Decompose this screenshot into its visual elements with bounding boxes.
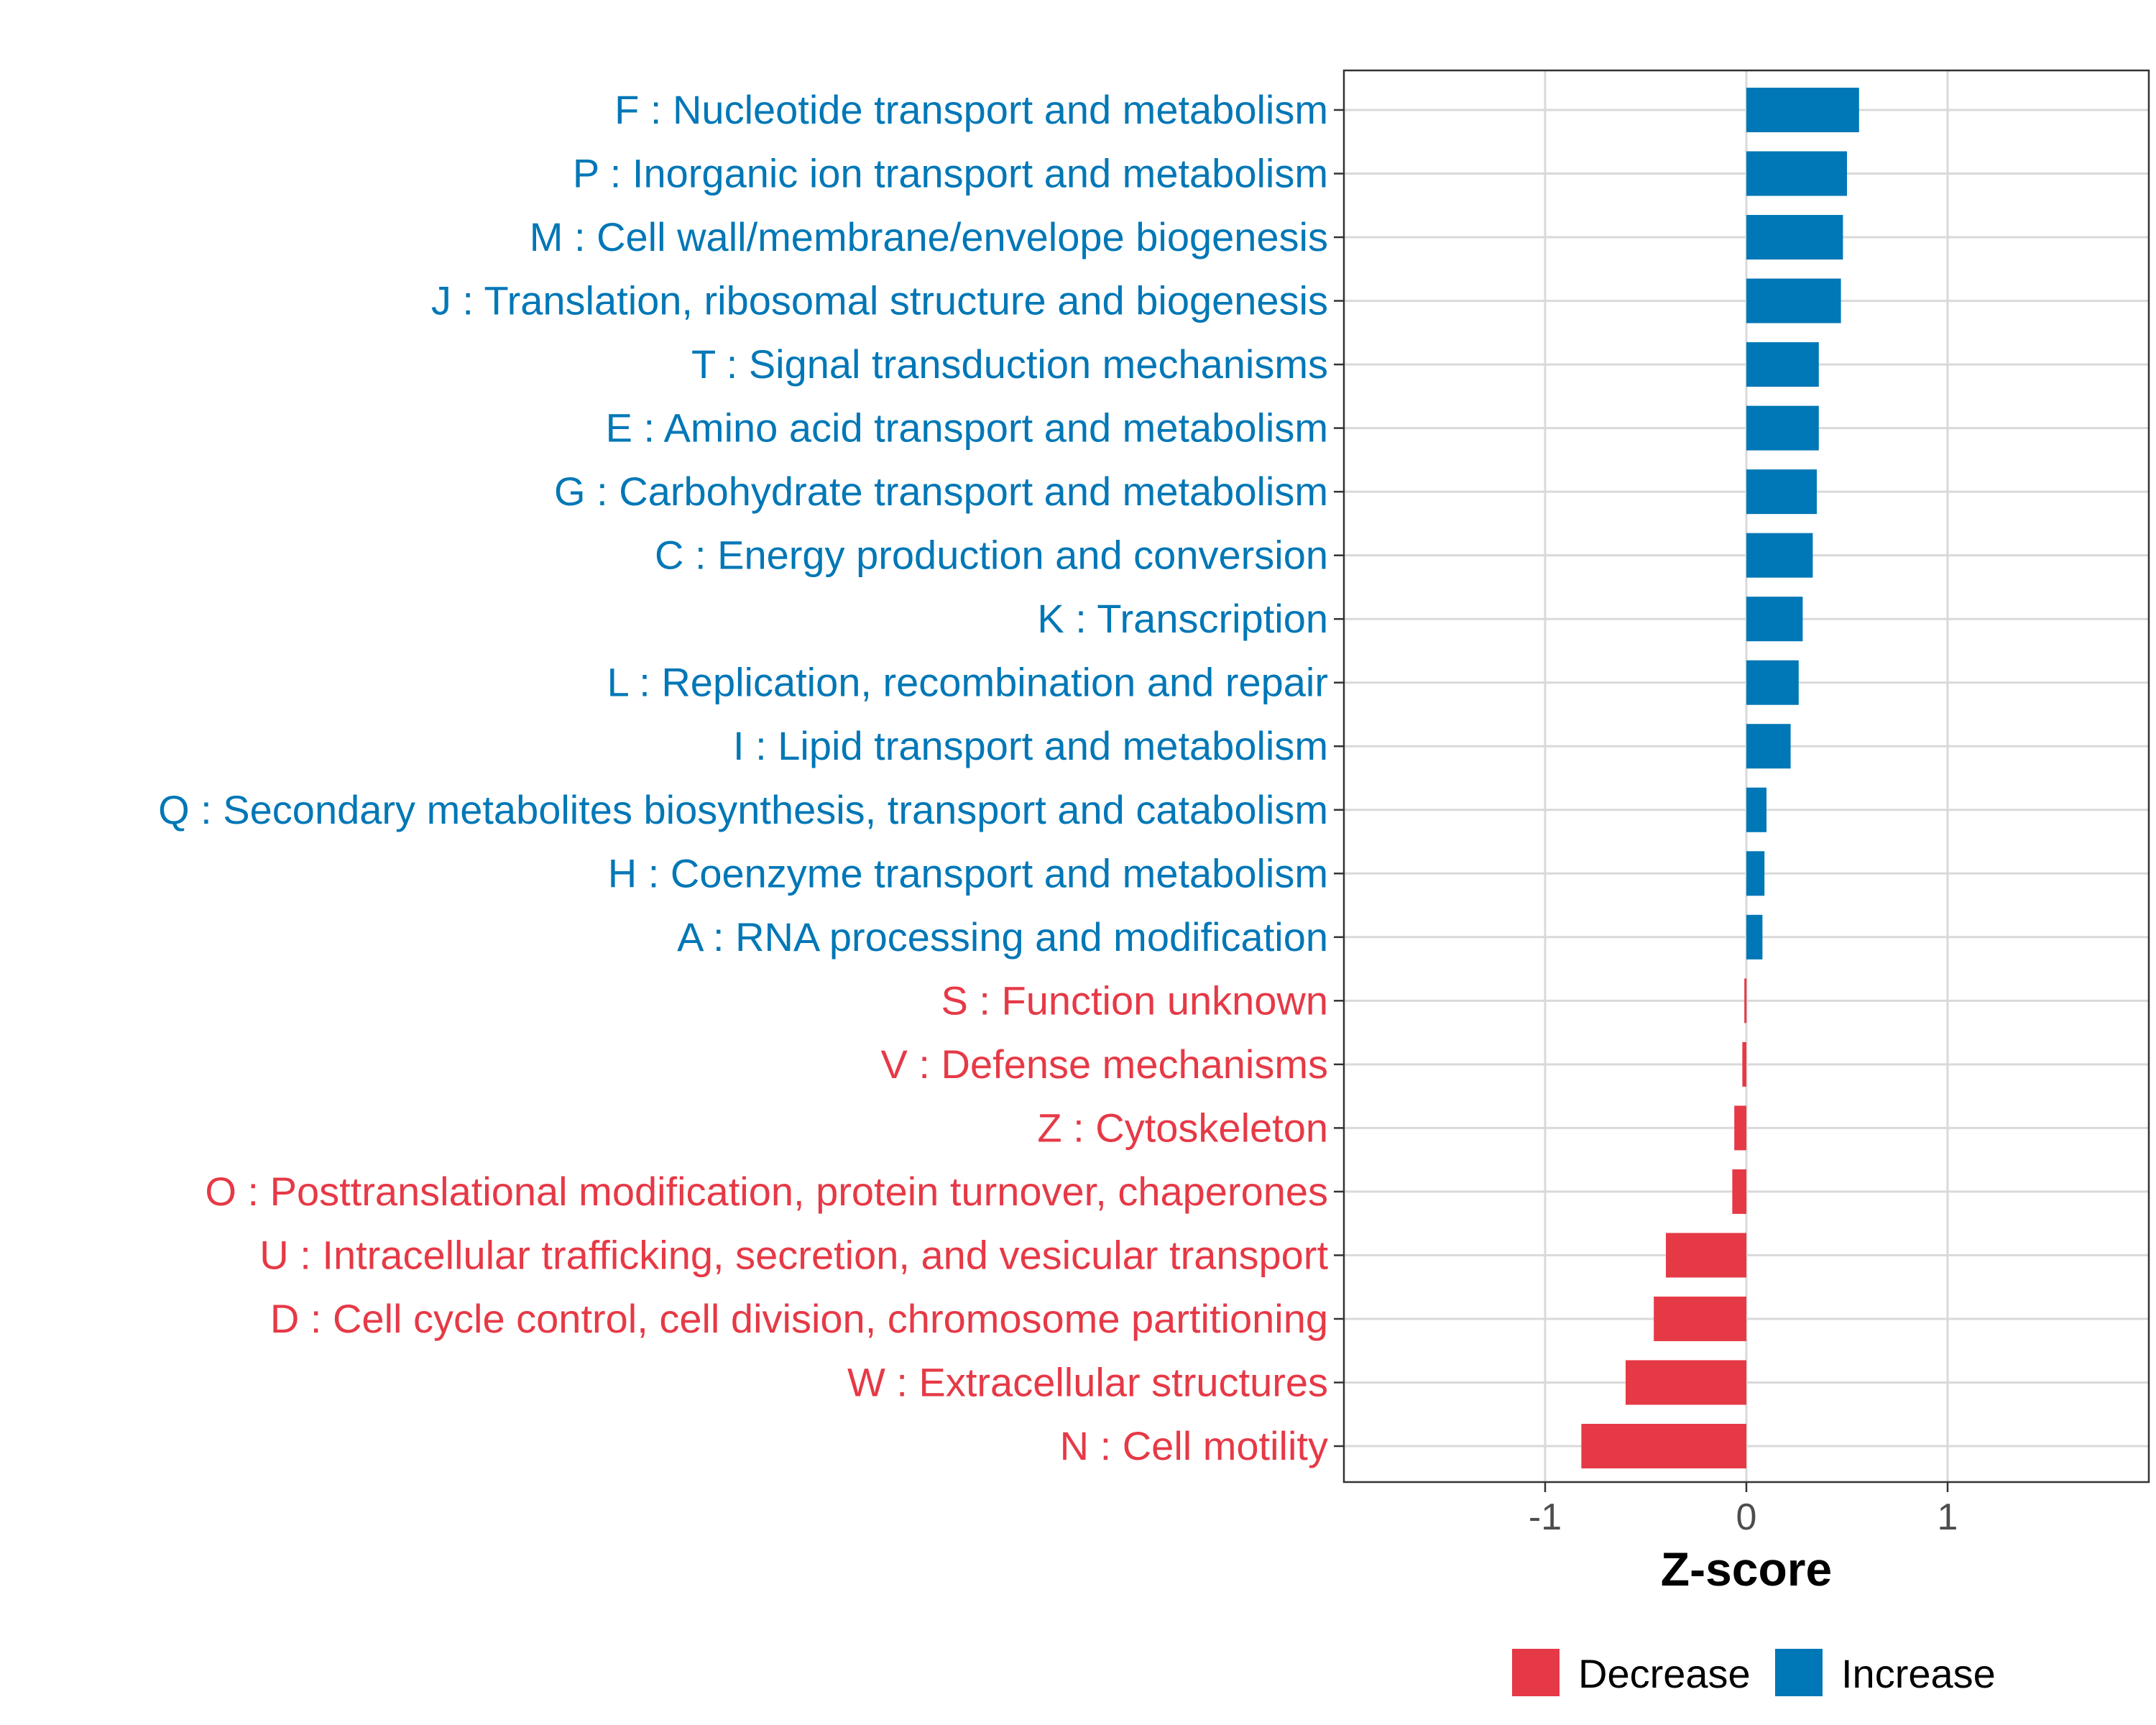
x-tick-label: 1 [1938, 1496, 1958, 1538]
legend-swatch-decrease [1512, 1649, 1560, 1696]
x-axis-ticks: -1 0 1 [1529, 1482, 1958, 1538]
bar [1626, 1360, 1746, 1405]
category-label: L : Replication, recombination and repai… [607, 660, 1328, 705]
bar [1746, 660, 1799, 705]
legend-label-increase: Increase [1841, 1651, 1996, 1696]
bar [1666, 1233, 1746, 1278]
bar [1746, 469, 1817, 515]
category-label: G : Carbohydrate transport and metabolis… [554, 469, 1328, 514]
bar [1746, 787, 1766, 832]
category-label: Z : Cytoskeleton [1037, 1105, 1328, 1150]
bar [1581, 1424, 1746, 1468]
bar [1746, 151, 1847, 196]
x-tick-label: -1 [1529, 1496, 1562, 1538]
category-label: P : Inorganic ion transport and metaboli… [573, 151, 1328, 196]
bar [1746, 405, 1819, 451]
bar [1734, 1105, 1746, 1151]
bar [1746, 342, 1819, 387]
bar [1744, 978, 1747, 1024]
bar [1746, 597, 1803, 642]
category-label: K : Transcription [1037, 596, 1328, 641]
bar [1742, 1041, 1746, 1087]
category-label: M : Cell wall/membrane/envelope biogenes… [530, 214, 1328, 259]
category-label: I : Lipid transport and metabolism [733, 723, 1328, 768]
category-label: J : Translation, ribosomal structure and… [431, 278, 1328, 323]
legend: Decrease Increase [1512, 1649, 1996, 1696]
legend-label-decrease: Decrease [1578, 1651, 1751, 1696]
category-label: C : Energy production and conversion [655, 533, 1328, 578]
category-label: A : RNA processing and modification [677, 914, 1328, 960]
category-label: H : Coenzyme transport and metabolism [608, 850, 1328, 896]
category-label: O : Posttranslational modification, prot… [205, 1169, 1328, 1214]
bar [1746, 724, 1791, 769]
bar [1746, 215, 1843, 260]
bar [1732, 1169, 1746, 1214]
bar [1746, 914, 1763, 960]
category-label: E : Amino acid transport and metabolism [606, 405, 1328, 451]
category-label: V : Defense mechanisms [881, 1041, 1328, 1087]
category-label: W : Extracellular structures [847, 1359, 1328, 1404]
category-label: Q : Secondary metabolites biosynthesis, … [158, 787, 1328, 832]
bar [1746, 88, 1859, 132]
x-axis-title: Z-score [1661, 1542, 1832, 1596]
category-label: U : Intracellular trafficking, secretion… [259, 1232, 1328, 1277]
category-label: D : Cell cycle control, cell division, c… [270, 1296, 1328, 1341]
bar [1654, 1296, 1746, 1341]
bar [1746, 533, 1813, 578]
bar [1746, 851, 1765, 896]
category-label: S : Function unknown [941, 978, 1328, 1023]
category-label: F : Nucleotide transport and metabolism [614, 87, 1328, 132]
bar [1746, 278, 1841, 323]
legend-swatch-increase [1775, 1649, 1823, 1696]
x-tick-label: 0 [1736, 1496, 1757, 1538]
y-axis-ticks [1334, 109, 1344, 1448]
bars [1581, 88, 1859, 1468]
category-label: N : Cell motility [1060, 1423, 1328, 1468]
category-label: T : Signal transduction mechanisms [691, 341, 1328, 387]
category-labels: F : Nucleotide transport and metabolism P… [158, 87, 1328, 1468]
